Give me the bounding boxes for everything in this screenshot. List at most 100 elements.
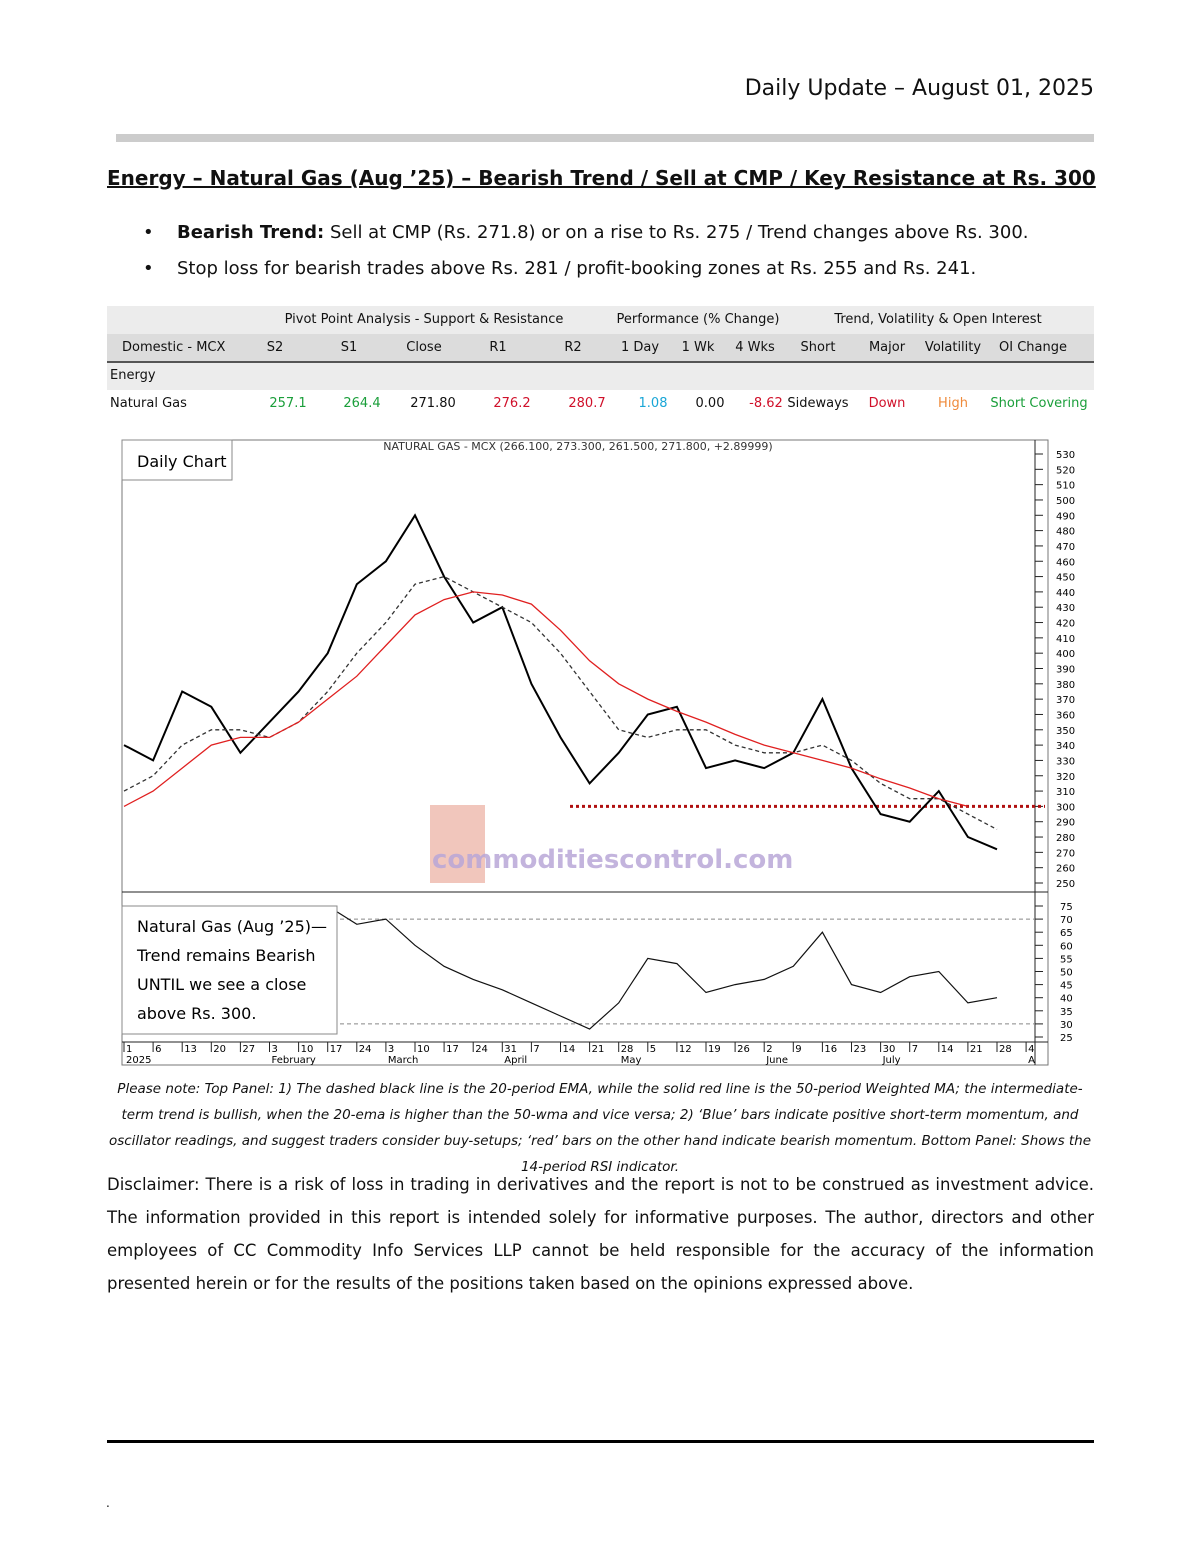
y-tick-label: 350 [1056, 726, 1075, 737]
rsi-line [327, 905, 998, 1030]
column-header: R1 [489, 340, 507, 355]
column-header: 4 Wks [735, 340, 775, 355]
x-tick-label: 31 [504, 1044, 517, 1055]
header-title: Daily Update – August 01, 2025 [744, 76, 1094, 101]
disclaimer: Disclaimer: There is a risk of loss in t… [107, 1175, 1094, 1293]
group-header: Performance (% Change) [616, 312, 780, 327]
column-header: S2 [266, 340, 284, 355]
x-tick-label: 28 [999, 1044, 1012, 1055]
y-tick-label: 250 [1056, 879, 1075, 890]
watermark: commoditiescontrol.com [432, 845, 793, 875]
header-bar [116, 134, 1094, 142]
table-cell: High [938, 396, 968, 411]
rsi-y-tick-label: 50 [1060, 968, 1073, 979]
rsi-y-tick-label: 25 [1060, 1033, 1073, 1044]
x-tick-label: 27 [242, 1044, 255, 1055]
x-tick-label: 21 [970, 1044, 983, 1055]
bullet-text: Stop loss for bearish trades above Rs. 2… [177, 258, 977, 279]
y-tick-label: 520 [1056, 465, 1075, 476]
bullet: Bearish Trend: Sell at CMP (Rs. 271.8) o… [143, 222, 1029, 243]
y-tick-label: 400 [1056, 649, 1075, 660]
month-label: June [765, 1055, 788, 1066]
y-tick-label: 330 [1056, 756, 1075, 767]
label-box [121, 439, 233, 481]
y-tick-label: 380 [1056, 680, 1075, 691]
x-tick-label: 23 [854, 1044, 867, 1055]
y-tick-label: 430 [1056, 603, 1075, 614]
table-group-header-bg [107, 306, 1094, 334]
watermark-logo [430, 805, 485, 883]
series-line [123, 591, 969, 808]
page-marker: . [106, 1496, 110, 1510]
y-tick-label: 460 [1056, 557, 1075, 568]
table-header-bg [107, 334, 1094, 363]
note-line: above Rs. 300. [137, 1004, 256, 1023]
group-header: Pivot Point Analysis - Support & Resista… [284, 312, 564, 327]
x-tick-label: 14 [563, 1044, 576, 1055]
table-cell: 257.1 [269, 396, 307, 411]
bullet-label: Bearish Trend: [177, 222, 325, 243]
rsi-y-tick-label: 30 [1060, 1020, 1073, 1031]
month-label: April [504, 1055, 527, 1066]
table-cell: 280.7 [568, 396, 606, 411]
table-cell: Sideways [787, 396, 849, 411]
x-tick-label: 16 [824, 1044, 837, 1055]
y-tick-label: 470 [1056, 542, 1075, 553]
y-tick-label: 390 [1056, 665, 1075, 676]
rsi-y-tick-label: 55 [1060, 954, 1073, 965]
x-tick-label: 20 [213, 1044, 226, 1055]
y-tick-label: 290 [1056, 818, 1075, 829]
y-tick-label: 260 [1056, 864, 1075, 875]
x-tick-label: 21 [592, 1044, 605, 1055]
headline: Energy – Natural Gas (Aug ’25) – Bearish… [107, 166, 1096, 190]
rsi-y-tick-label: 45 [1060, 981, 1073, 992]
rsi-y-tick-label: 60 [1060, 941, 1073, 952]
table-cell: 271.80 [410, 396, 456, 411]
table-cell: 1.08 [638, 396, 668, 411]
month-label: A [1028, 1055, 1035, 1066]
x-tick-label: 6 [155, 1044, 161, 1055]
x-tick-label: 28 [621, 1044, 634, 1055]
month-label: February [272, 1055, 316, 1066]
x-tick-label: 10 [417, 1044, 430, 1055]
x-tick-label: 5 [650, 1044, 656, 1055]
note-line: Natural Gas (Aug ’25)— [137, 917, 327, 936]
y-tick-label: 450 [1056, 573, 1075, 584]
x-tick-label: 24 [475, 1044, 488, 1055]
rsi-y-tick-label: 40 [1060, 994, 1073, 1005]
y-tick-label: 270 [1056, 848, 1075, 859]
x-tick-label: 13 [184, 1044, 197, 1055]
series-line [123, 575, 998, 830]
table-cell: Natural Gas [110, 396, 187, 411]
note-line: UNTIL we see a close [137, 975, 306, 994]
rsi-y-tick-label: 35 [1060, 1007, 1073, 1018]
y-tick-label: 300 [1056, 802, 1075, 813]
y-tick-label: 310 [1056, 787, 1075, 798]
table-cell: -8.62 [749, 396, 783, 411]
x-tick-label: 3 [272, 1044, 278, 1055]
table-cell: 264.4 [343, 396, 381, 411]
y-tick-label: 370 [1056, 695, 1075, 706]
column-header: Short [800, 340, 836, 355]
column-header: Volatility [924, 340, 982, 355]
x-tick-label: 10 [301, 1044, 314, 1055]
column-header: 1 Wk [681, 340, 715, 355]
column-header: R2 [564, 340, 582, 355]
y-tick-label: 420 [1056, 619, 1075, 630]
table-cell: 276.2 [493, 396, 531, 411]
table-cell: 0.00 [695, 396, 725, 411]
y-tick-label: 280 [1056, 833, 1075, 844]
month-label: July [882, 1055, 901, 1066]
y-tick-label: 340 [1056, 741, 1075, 752]
column-header: Major [868, 340, 906, 355]
month-label: May [621, 1055, 642, 1066]
x-tick-label: 7 [912, 1044, 918, 1055]
table-section-bg [107, 363, 1094, 390]
bullet-text: Sell at CMP (Rs. 271.8) or on a rise to … [329, 222, 1029, 243]
month-label: 2025 [126, 1055, 151, 1066]
y-tick-label: 490 [1056, 511, 1075, 522]
rsi-y-tick-label: 75 [1060, 902, 1073, 913]
column-header: Close [406, 340, 442, 355]
chart: commoditiescontrol.com 250 260 270 280 290 300… [121, 439, 1075, 1066]
